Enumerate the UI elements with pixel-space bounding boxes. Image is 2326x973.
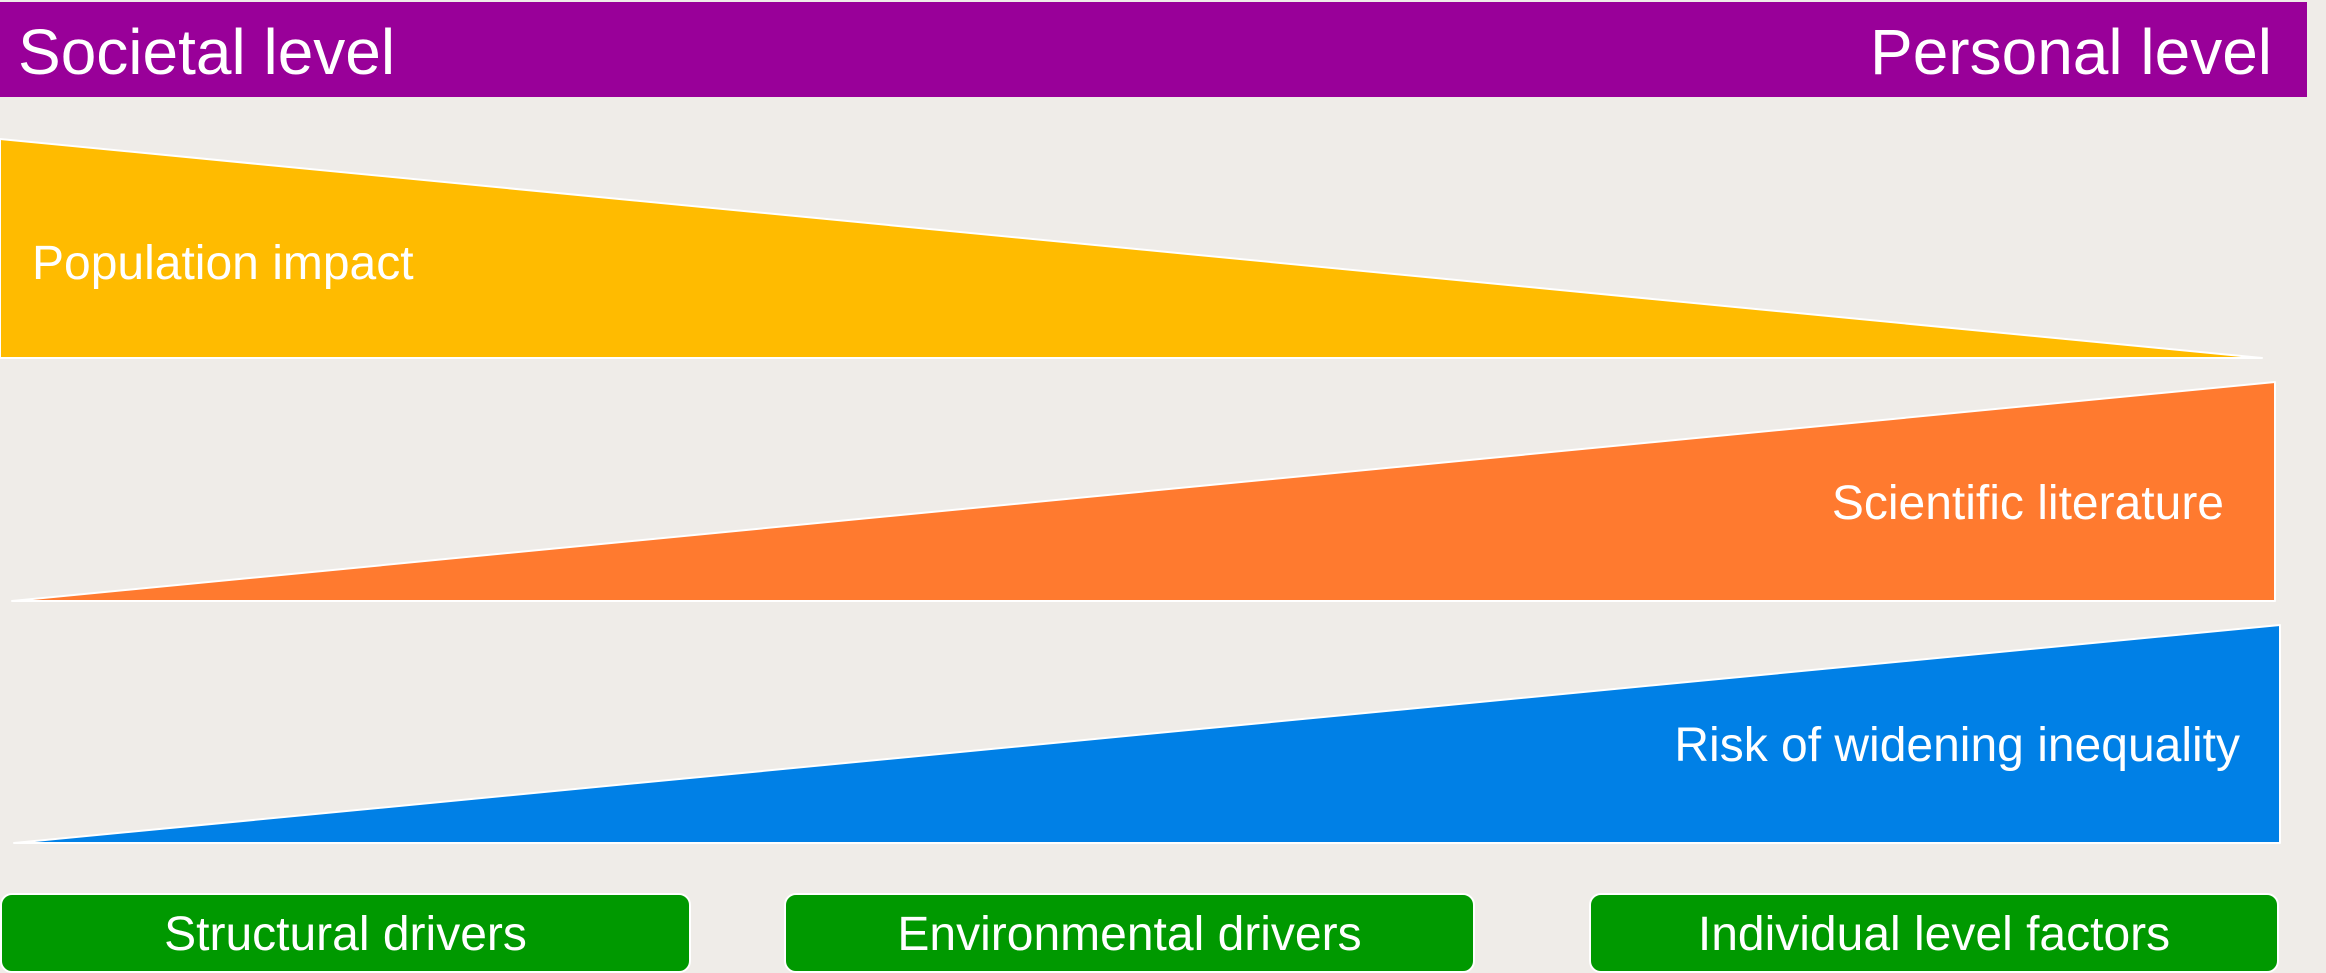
individual-level-factors-box: Individual level factors — [1589, 893, 2279, 973]
scientific-literature-wedge — [11, 381, 2276, 602]
risk-of-widening-inequality-label: Risk of widening inequality — [1674, 719, 2240, 772]
personal-level-label: Personal level — [1870, 16, 2272, 88]
level-header-bar: Societal level Personal level — [0, 2, 2307, 97]
societal-level-label: Societal level — [18, 16, 396, 88]
population-impact-label: Population impact — [32, 237, 414, 290]
risk-of-widening-inequality-wedge — [13, 624, 2281, 844]
structural-drivers-box: Structural drivers — [0, 893, 691, 973]
environmental-drivers-box: Environmental drivers — [784, 893, 1475, 973]
population-impact-wedge — [0, 138, 2263, 359]
scientific-literature-label: Scientific literature — [1831, 477, 2224, 530]
